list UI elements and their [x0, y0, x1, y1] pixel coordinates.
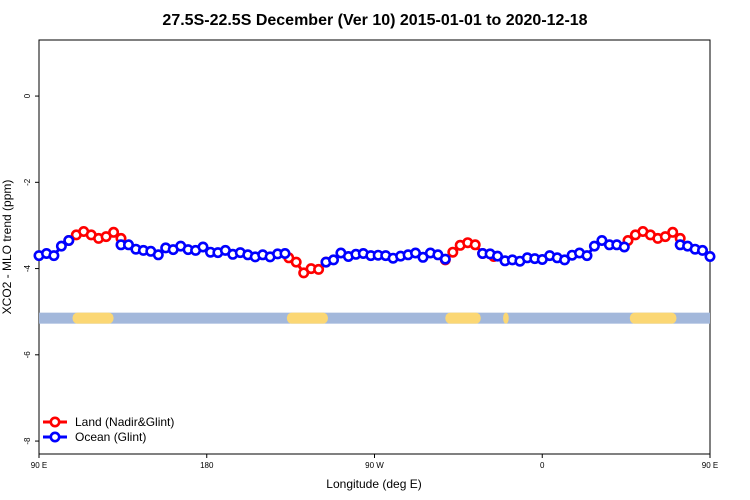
x-axis-label: Longitude (deg E) — [326, 477, 421, 491]
series-1-point-2 — [48, 250, 60, 262]
legend-ocean-label: Ocean (Glint) — [75, 430, 146, 444]
series-0-point-12 — [313, 263, 325, 275]
land-patch-4 — [629, 312, 677, 324]
series-1-point-44 — [439, 253, 451, 265]
series-0-point-18 — [469, 239, 481, 251]
x-tick-label-1: 180 — [200, 461, 214, 470]
chart-title: 27.5S-22.5S December (Ver 10) 2015-01-01… — [162, 12, 587, 29]
y-tick-label-0: 0 — [23, 93, 32, 98]
land-patch-3 — [503, 312, 509, 324]
x-tick-label-0: 90 E — [31, 461, 47, 470]
series-1-point-60 — [588, 240, 600, 252]
land-patch-2 — [445, 312, 481, 324]
series-0-point-15 — [447, 246, 459, 258]
series-0-point-6 — [108, 226, 120, 238]
series-1-point-47 — [491, 250, 503, 262]
y-tick-label-3: -6 — [23, 351, 32, 359]
series-1-point-10 — [152, 249, 164, 261]
series-layer — [33, 226, 716, 279]
series-1-point-59 — [581, 250, 593, 262]
x-tick-label-2: 90 W — [365, 461, 384, 470]
y-axis-label: XCO2 - MLO trend (ppm) — [0, 180, 14, 315]
x-tick-label-3: 0 — [540, 461, 545, 470]
y-axis: 0 -2 -4 -6 -8 — [23, 93, 39, 445]
y-tick-label-4: -8 — [23, 437, 32, 445]
legend-land-label: Land (Nadir&Glint) — [75, 415, 174, 429]
series-0-point-27 — [667, 226, 679, 238]
land-patch-1 — [286, 312, 328, 324]
legend-land-marker — [49, 416, 61, 428]
series-1-point-3 — [55, 240, 67, 252]
x-axis: 90 E 180 90 W 0 90 E — [31, 454, 718, 470]
surface-band — [39, 312, 710, 324]
series-1-point-56 — [559, 254, 571, 266]
series-1-point-4 — [63, 235, 75, 247]
series-1-point-64 — [618, 241, 630, 253]
series-1 — [33, 235, 716, 268]
series-1-point-27 — [279, 248, 291, 260]
land-patch-0 — [72, 312, 114, 324]
x-tick-label-4: 90 E — [702, 461, 718, 470]
legend: Land (Nadir&Glint) Ocean (Glint) — [43, 415, 174, 444]
y-tick-label-2: -4 — [23, 264, 32, 272]
series-0-point-9 — [290, 256, 302, 268]
ocean-band — [39, 312, 710, 324]
series-1-point-68 — [696, 244, 708, 256]
series-1-point-16 — [197, 241, 209, 253]
series-1-point-69 — [704, 251, 716, 263]
series-1-point-29 — [327, 254, 339, 266]
legend-ocean-marker — [49, 431, 61, 443]
y-tick-label-1: -2 — [23, 178, 32, 186]
